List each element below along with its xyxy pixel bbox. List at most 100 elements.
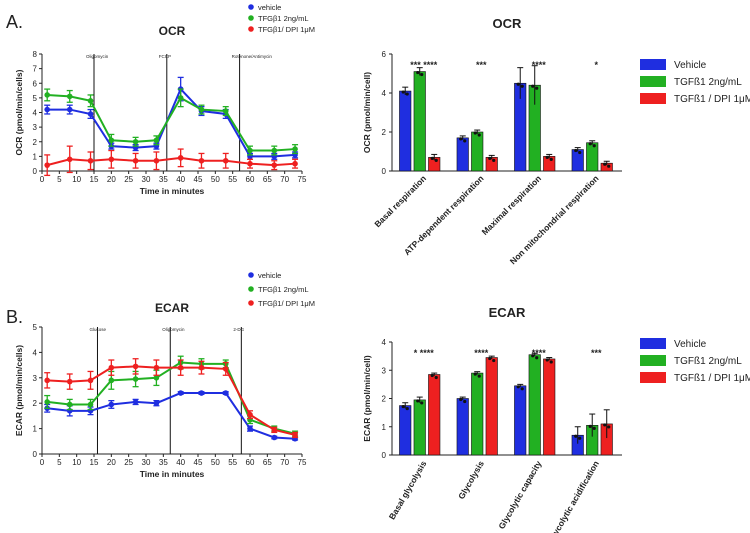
data-point bbox=[87, 157, 94, 164]
replicate-dot bbox=[459, 137, 463, 141]
legend-label: TGFß1 / DPI 1μM bbox=[674, 373, 750, 384]
data-point bbox=[108, 156, 115, 163]
category-label: Basal glycolysis bbox=[387, 459, 429, 522]
data-point bbox=[247, 411, 253, 418]
y-tick-label: 6 bbox=[33, 79, 38, 88]
data-point bbox=[87, 377, 94, 384]
y-tick-label: 1 bbox=[33, 425, 38, 434]
chart-title: OCR bbox=[159, 24, 186, 38]
y-tick-label: 5 bbox=[33, 94, 38, 103]
legend-swatch bbox=[640, 93, 666, 104]
data-point bbox=[292, 146, 298, 152]
data-point bbox=[44, 399, 50, 405]
replicate-dot bbox=[592, 144, 596, 148]
injection-label: Oligomycin bbox=[162, 327, 185, 332]
y-tick-label: 8 bbox=[33, 50, 38, 59]
legend-label: TFGβ1/ DPI 1μM bbox=[258, 25, 315, 34]
data-point bbox=[177, 95, 184, 101]
y-tick-label: 3 bbox=[33, 123, 38, 132]
y-tick-label: 0 bbox=[382, 451, 387, 460]
y-tick-label: 4 bbox=[382, 338, 387, 347]
y-tick-label: 2 bbox=[33, 138, 38, 147]
bar bbox=[586, 142, 599, 172]
bar bbox=[471, 131, 484, 172]
y-tick-label: 7 bbox=[33, 65, 38, 74]
replicate-dot bbox=[607, 425, 611, 429]
legend-marker bbox=[248, 4, 254, 10]
data-point bbox=[292, 432, 298, 438]
replicate-dot bbox=[574, 434, 578, 438]
data-point bbox=[198, 364, 205, 371]
series-line bbox=[47, 392, 296, 440]
legend-label: TGFß1 2ng/mL bbox=[674, 356, 742, 367]
significance-label: *** bbox=[476, 60, 487, 70]
bar bbox=[543, 156, 556, 172]
legend-marker bbox=[248, 272, 254, 278]
data-point bbox=[222, 157, 229, 164]
replicate-dot bbox=[401, 404, 405, 409]
bar bbox=[399, 405, 412, 456]
data-point bbox=[132, 376, 139, 382]
legend-label: Vehicle bbox=[674, 60, 707, 71]
y-tick-label: 4 bbox=[33, 348, 38, 357]
y-tick-label: 0 bbox=[33, 450, 38, 459]
replicate-dot bbox=[549, 360, 553, 364]
x-tick-label: 70 bbox=[280, 175, 289, 184]
replicate-dot bbox=[531, 354, 535, 358]
bar bbox=[485, 357, 498, 456]
y-tick-label: 5 bbox=[33, 323, 38, 332]
legend-marker bbox=[248, 26, 254, 32]
legend-marker bbox=[248, 15, 254, 21]
y-tick-label: 1 bbox=[382, 423, 387, 432]
data-point bbox=[222, 390, 229, 396]
x-tick-label: 20 bbox=[107, 458, 116, 467]
replicate-dot bbox=[459, 397, 463, 402]
bar bbox=[485, 157, 498, 172]
replicate-dot bbox=[463, 399, 467, 404]
x-tick-label: 50 bbox=[211, 175, 220, 184]
x-tick-label: 55 bbox=[228, 175, 237, 184]
x-tick-label: 0 bbox=[40, 175, 45, 184]
significance-label: **** bbox=[532, 348, 547, 358]
legend-label: Vehicle bbox=[674, 339, 707, 350]
injection-label: FCCP bbox=[159, 54, 171, 59]
bar bbox=[399, 90, 412, 172]
panel-label-a: A. bbox=[6, 12, 23, 32]
x-tick-label: 60 bbox=[246, 175, 255, 184]
data-point bbox=[271, 434, 278, 441]
y-axis-label: ECAR (pmol/min/cells) bbox=[14, 345, 24, 436]
y-axis-label: OCR (pmol/min/cell) bbox=[362, 72, 372, 153]
x-tick-label: 10 bbox=[72, 458, 81, 467]
y-tick-label: 2 bbox=[382, 395, 387, 404]
replicate-dot bbox=[588, 142, 592, 146]
y-tick-label: 4 bbox=[33, 109, 38, 118]
data-point bbox=[66, 106, 73, 113]
category-label: Glycolytic capacity bbox=[496, 459, 543, 531]
replicate-dot bbox=[477, 374, 481, 378]
legend-label: TFGβ1/ DPI 1μM bbox=[258, 299, 315, 308]
replicate-dot bbox=[416, 399, 420, 403]
data-point bbox=[87, 401, 94, 408]
replicate-dot bbox=[603, 423, 607, 427]
data-point bbox=[108, 377, 115, 384]
data-point bbox=[66, 378, 73, 385]
data-point bbox=[177, 390, 184, 396]
ocr-bar-chart: OCR 0 2 4 6 OCR (pmol/min/cell) *** **** Basal … bbox=[362, 16, 750, 266]
x-tick-label: 25 bbox=[124, 458, 133, 467]
data-point bbox=[108, 364, 115, 371]
series-line bbox=[47, 93, 296, 152]
x-tick-label: 5 bbox=[57, 458, 62, 467]
replicate-dot bbox=[492, 158, 496, 162]
replicate-dot bbox=[578, 436, 582, 440]
panel-label-b: B. bbox=[6, 307, 23, 327]
replicate-dot bbox=[405, 406, 409, 411]
data-point bbox=[132, 399, 139, 405]
bar bbox=[456, 398, 469, 456]
replicate-dot bbox=[549, 157, 553, 161]
replicate-dot bbox=[535, 86, 539, 90]
category-label: Glycolysis bbox=[456, 459, 486, 501]
legend-marker bbox=[248, 286, 254, 292]
bar bbox=[471, 372, 484, 456]
